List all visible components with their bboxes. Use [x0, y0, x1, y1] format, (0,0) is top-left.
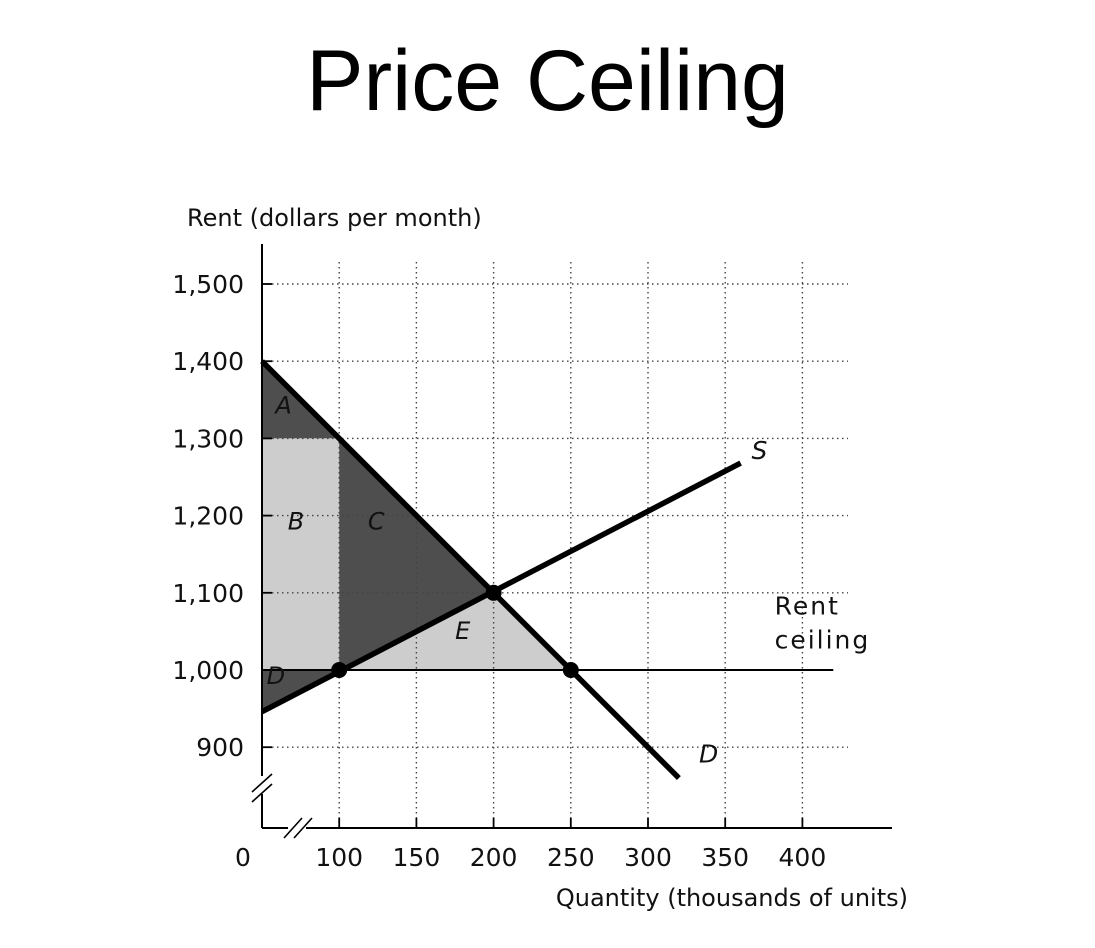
x-tick-label-300: 300 — [624, 843, 672, 872]
y-tick-label-1400: 1,400 — [172, 347, 244, 376]
x-axis-break-2 — [293, 817, 313, 839]
y-tick-label-1500: 1,500 — [172, 270, 244, 299]
equilibrium-points — [331, 584, 579, 678]
x-tick-label-250: 250 — [547, 843, 595, 872]
y-axis-break-1 — [251, 773, 273, 793]
axes — [251, 244, 892, 839]
x-axis-break-1 — [283, 817, 303, 839]
tick-labels: 100 150 200 250 300 350 400 900 1,000 1,100 1,200 1… — [172, 204, 908, 912]
y-tick-label-1200: 1,200 — [172, 502, 244, 531]
point-100-1000 — [331, 662, 348, 678]
y-axis-label: Rent (dollars per month) — [187, 204, 482, 232]
y-tick-label-1300: 1,300 — [172, 424, 244, 453]
point-200-1100 — [485, 584, 502, 601]
annotation-d: D — [699, 740, 718, 769]
x-tick-label-350: 350 — [701, 843, 749, 872]
x-tick-label-100: 100 — [315, 843, 363, 872]
y-axis-break-2 — [251, 783, 273, 803]
origin-label: 0 — [235, 843, 251, 872]
region-b — [262, 438, 340, 670]
x-tick-label-200: 200 — [470, 843, 518, 872]
x-tick-label-400: 400 — [779, 843, 827, 872]
region-e — [339, 592, 571, 670]
y-tick-label-900: 900 — [196, 733, 244, 762]
x-tick-label-150: 150 — [393, 843, 441, 872]
y-tick-label-1000: 1,000 — [172, 656, 244, 685]
y-tick-label-1100: 1,100 — [172, 579, 244, 608]
region-label-d: D — [267, 662, 285, 690]
region-label-e: E — [455, 617, 471, 645]
demand-line — [260, 359, 681, 781]
region-label-b: B — [288, 507, 304, 535]
point-250-1000 — [562, 662, 579, 678]
annotation-ceiling: ceiling — [775, 625, 871, 654]
region-label-c: C — [368, 507, 385, 535]
annotation-rent: Rent — [775, 591, 840, 620]
region-label-a: A — [273, 392, 291, 420]
x-axis-label: Quantity (thousands of units) — [556, 884, 908, 912]
page-title: Price Ceiling — [306, 33, 789, 129]
annotation-s: S — [751, 436, 767, 465]
shaded-regions — [262, 361, 571, 712]
annotations: A B C D E S D Rent ceiling — [267, 392, 871, 769]
